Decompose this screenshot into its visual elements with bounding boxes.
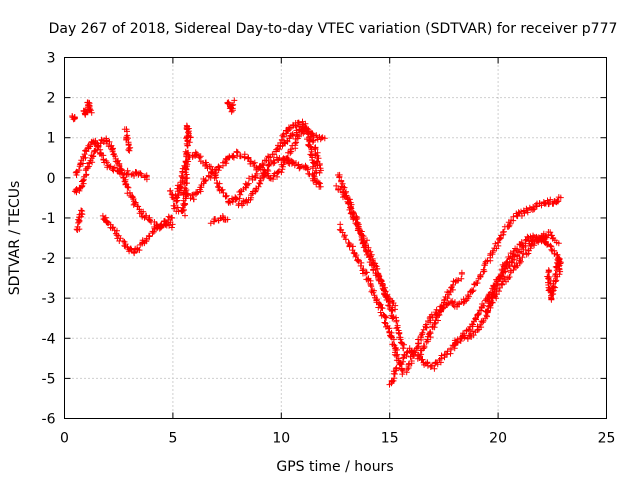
y-tick-label: 3: [47, 51, 56, 67]
axis-ticks: [64, 57, 607, 419]
plot-frame: [64, 57, 607, 419]
plus-markers: [333, 182, 407, 352]
y-tick-label: -2: [42, 251, 56, 267]
series-track: [170, 122, 194, 219]
series-track: [235, 154, 324, 209]
series-track: [403, 194, 564, 376]
plus-markers: [415, 269, 465, 358]
y-tick-label: -3: [42, 291, 56, 307]
y-tick-label: 0: [47, 171, 56, 187]
plus-markers: [335, 171, 399, 313]
x-tick-labels: 0 5 10 15 20 25: [60, 431, 615, 447]
series-track: [415, 269, 465, 358]
series-track: [80, 99, 95, 118]
series-track: [99, 212, 176, 257]
x-tick-label: 10: [272, 431, 290, 447]
chart-title: Day 267 of 2018, Sidereal Day-to-day VTE…: [49, 21, 618, 37]
y-tick-label: 2: [47, 91, 56, 107]
y-tick-labels: -6 -5 -4 -3 -2 -1 0 1 2 3: [42, 51, 56, 428]
series-track: [121, 126, 134, 154]
plus-markers: [483, 232, 564, 316]
plus-markers: [99, 212, 176, 257]
y-tick-label: -1: [42, 211, 56, 227]
series-track: [333, 182, 407, 352]
x-tick-label: 25: [598, 431, 616, 447]
series-track: [69, 113, 78, 123]
plus-markers: [451, 229, 562, 348]
series-track: [336, 221, 406, 378]
series-track: [483, 232, 564, 316]
series-track: [544, 254, 564, 303]
plus-markers: [403, 194, 564, 376]
plus-markers: [69, 113, 78, 123]
series-track: [174, 121, 320, 203]
y-tick-label: -5: [42, 371, 56, 387]
data-points: [69, 97, 564, 388]
y-tick-label: -6: [42, 412, 56, 428]
plus-markers: [174, 121, 320, 203]
y-tick-label: -4: [42, 331, 56, 347]
series-track: [207, 213, 231, 227]
series-track: [451, 229, 562, 348]
plus-markers: [336, 221, 406, 378]
x-tick-label: 20: [489, 431, 507, 447]
plus-markers: [235, 154, 324, 209]
y-tick-label: 1: [47, 131, 56, 147]
plus-markers: [207, 213, 231, 227]
series-track: [73, 207, 86, 233]
plus-markers: [73, 207, 86, 233]
plus-markers: [170, 122, 194, 219]
series-track: [335, 171, 399, 313]
plus-markers: [544, 254, 564, 303]
plus-markers: [224, 97, 238, 115]
series-track: [277, 118, 324, 176]
y-axis-label: SDTVAR / TECUs: [7, 181, 23, 296]
x-axis-label: GPS time / hours: [276, 459, 393, 475]
plus-markers: [121, 126, 134, 154]
x-tick-label: 5: [168, 431, 177, 447]
plus-markers: [277, 118, 324, 176]
series-track: [224, 97, 238, 115]
x-tick-label: 15: [381, 431, 399, 447]
plus-markers: [80, 99, 95, 118]
x-tick-label: 0: [60, 431, 69, 447]
